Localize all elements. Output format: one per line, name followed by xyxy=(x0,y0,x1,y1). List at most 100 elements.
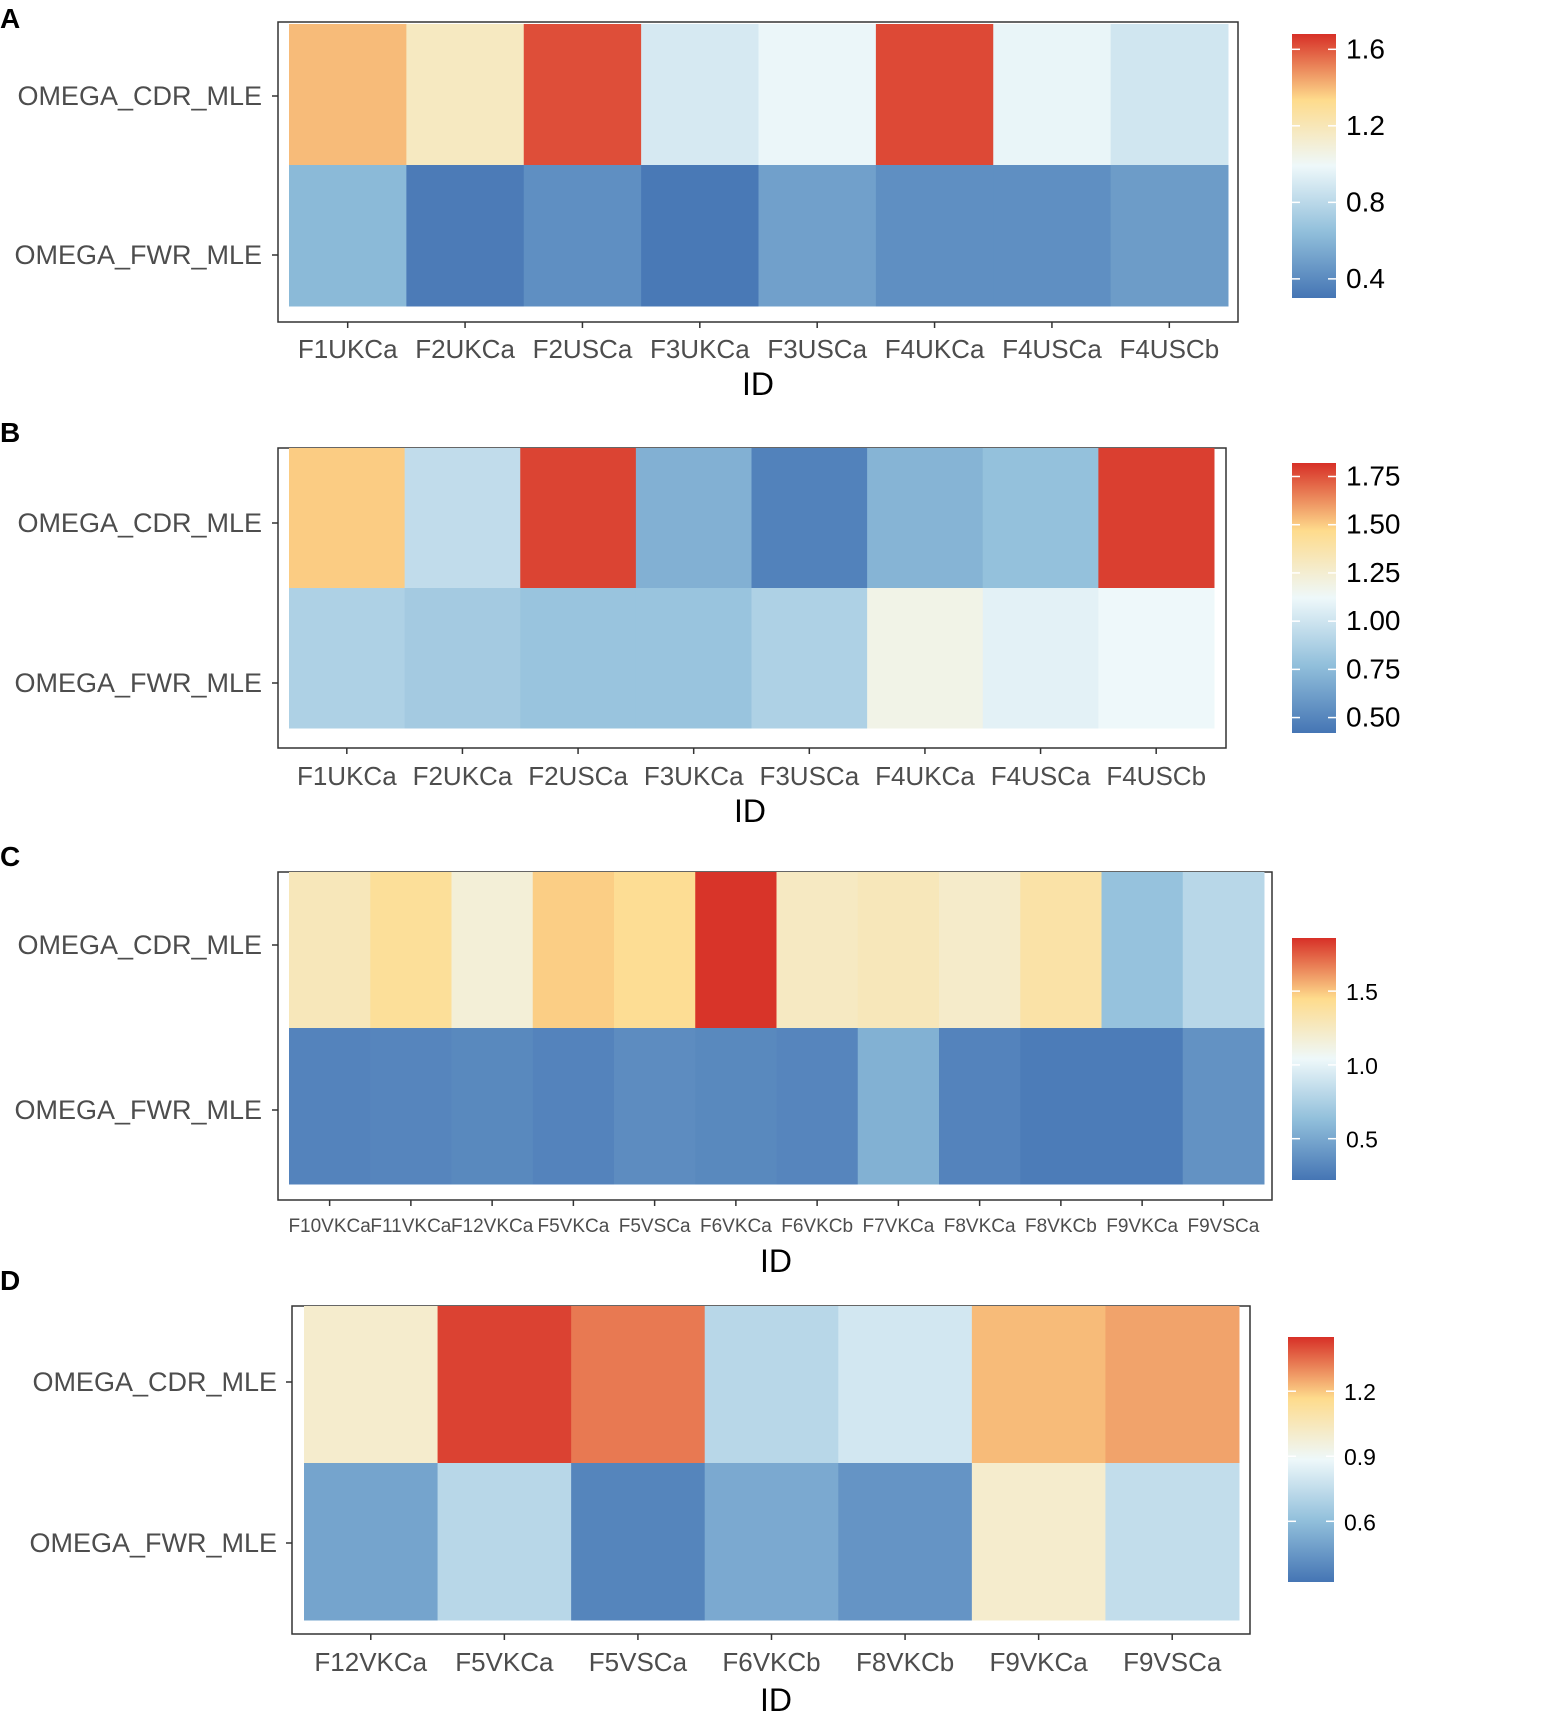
panel-letter: C xyxy=(0,841,20,872)
x-tick-label: F6VKCb xyxy=(722,1647,820,1677)
colorbar-label: 0.8 xyxy=(1346,186,1385,217)
x-tick-label: F1UKCa xyxy=(298,334,398,364)
y-tick-label: OMEGA_CDR_MLE xyxy=(17,508,262,538)
heatmap-tile xyxy=(1105,1306,1240,1464)
x-tick-label: F5VSCa xyxy=(619,1216,691,1237)
colorbar-label: 0.6 xyxy=(1344,1509,1376,1535)
colorbar-label: 0.50 xyxy=(1346,702,1401,733)
heatmap-tile xyxy=(758,24,877,166)
heatmap-tile xyxy=(758,165,877,307)
heatmap-tile xyxy=(289,448,406,589)
x-tick-label: F4USCa xyxy=(991,761,1091,791)
x-axis-title: ID xyxy=(742,366,774,402)
colorbar-label: 1.0 xyxy=(1346,1053,1378,1079)
heatmap-tile xyxy=(971,1463,1106,1621)
x-tick-label: F8VKCb xyxy=(856,1647,954,1677)
heatmap-tile xyxy=(532,1028,615,1185)
x-axis-title: ID xyxy=(760,1243,792,1279)
heatmap-tile xyxy=(404,448,521,589)
panel-letter: D xyxy=(0,1265,20,1296)
x-tick-label: F6VKCb xyxy=(781,1216,853,1237)
x-tick-label: F3USCa xyxy=(767,334,867,364)
heatmap-tile xyxy=(695,1028,777,1185)
heatmap-tile xyxy=(289,1028,371,1185)
heatmap-tile xyxy=(993,24,1112,166)
x-tick-label: F5VKCa xyxy=(455,1647,554,1677)
y-tick-label: OMEGA_FWR_MLE xyxy=(29,1528,277,1558)
heatmap-tile xyxy=(523,24,642,166)
x-tick-label: F4UKCa xyxy=(885,334,985,364)
x-tick-label: F12VKCa xyxy=(451,1216,534,1237)
heatmap-tile xyxy=(875,24,994,166)
heatmap-tile xyxy=(838,1306,973,1464)
heatmap-tile xyxy=(289,872,371,1029)
heatmap-tile xyxy=(437,1306,572,1464)
heatmap-tile xyxy=(1020,1028,1102,1185)
heatmap-tile xyxy=(451,1028,534,1185)
colorbar-label: 1.6 xyxy=(1346,33,1385,64)
x-tick-label: F8VKCb xyxy=(1025,1216,1097,1237)
x-tick-label: F3UKCa xyxy=(644,761,744,791)
heatmap-tile xyxy=(641,165,759,307)
heatmap-tile xyxy=(1110,24,1229,166)
colorbar-label: 1.5 xyxy=(1346,979,1378,1005)
y-tick-label: OMEGA_FWR_MLE xyxy=(14,668,262,698)
heatmap-tile xyxy=(520,448,637,589)
heatmap-tile xyxy=(641,24,759,166)
heatmap-tile xyxy=(614,872,696,1029)
x-tick-label: F3UKCa xyxy=(650,334,750,364)
x-tick-label: F9VSCa xyxy=(1123,1647,1222,1677)
colorbar-label: 0.75 xyxy=(1346,653,1401,684)
heatmap-tile xyxy=(939,872,1021,1029)
heatmap-tile xyxy=(370,1028,452,1185)
heatmap-tile xyxy=(751,448,868,589)
colorbar xyxy=(1288,1337,1334,1582)
heatmap-tile xyxy=(867,448,984,589)
x-tick-label: F1UKCa xyxy=(297,761,397,791)
heatmap-tile xyxy=(875,165,994,307)
colorbar-label: 1.50 xyxy=(1346,509,1401,540)
heatmap-tile xyxy=(1020,872,1102,1029)
heatmap-tile xyxy=(437,1463,572,1621)
x-tick-label: F5VSCa xyxy=(589,1647,688,1677)
heatmap-tile xyxy=(776,872,859,1029)
panel-d: D OMEGA_CDR_MLE OMEGA_FWR_MLE F12VKCa F5VKCa… xyxy=(0,1265,1376,1718)
heatmap-tile xyxy=(406,24,525,166)
heatmap-tile xyxy=(971,1306,1106,1464)
y-tick-label: OMEGA_CDR_MLE xyxy=(17,81,262,111)
heatmap-tile xyxy=(520,588,637,729)
x-tick-label: F12VKCa xyxy=(314,1647,427,1677)
colorbar-label: 0.5 xyxy=(1346,1127,1378,1153)
heatmap-tile xyxy=(1101,1028,1184,1185)
colorbar-label: 1.2 xyxy=(1344,1379,1376,1405)
heatmap-tile xyxy=(571,1463,706,1621)
heatmap-tile xyxy=(1105,1463,1240,1621)
heatmap-tile xyxy=(532,872,615,1029)
colorbar-label: 1.2 xyxy=(1346,110,1385,141)
heatmap-tile xyxy=(1182,1028,1265,1185)
heatmap-tile xyxy=(635,448,752,589)
heatmap-tile xyxy=(857,1028,940,1185)
heatmap-tile xyxy=(982,588,1099,729)
panel-a: A OMEGA_CDR_MLE OMEGA_FWR_MLE F1UKCa F2UKCa F… xyxy=(0,3,1385,402)
y-tick-label: OMEGA_FWR_MLE xyxy=(14,1095,262,1125)
panel-b: B OMEGA_CDR_MLE OMEGA_FWR_MLE F1UKCa F2UKCa F… xyxy=(0,417,1401,829)
heatmap-tile xyxy=(1098,448,1215,589)
x-tick-label: F9VKCa xyxy=(1106,1216,1178,1237)
heatmap-tile xyxy=(289,24,407,166)
heatmap-tile xyxy=(635,588,752,729)
heatmap-tile xyxy=(867,588,984,729)
x-axis-title: ID xyxy=(734,793,766,829)
x-tick-label: F2USCa xyxy=(528,761,628,791)
colorbar xyxy=(1292,938,1336,1180)
x-tick-label: F2USCa xyxy=(533,334,633,364)
heatmap-tile xyxy=(1110,165,1229,307)
heatmap-tile xyxy=(776,1028,859,1185)
heatmap-tile xyxy=(304,1463,439,1621)
x-tick-label: F4USCb xyxy=(1106,761,1206,791)
heatmap-tile xyxy=(289,588,406,729)
colorbar-label: 1.25 xyxy=(1346,557,1401,588)
x-tick-label: F11VKCa xyxy=(370,1216,451,1237)
y-tick-label: OMEGA_CDR_MLE xyxy=(32,1367,277,1397)
